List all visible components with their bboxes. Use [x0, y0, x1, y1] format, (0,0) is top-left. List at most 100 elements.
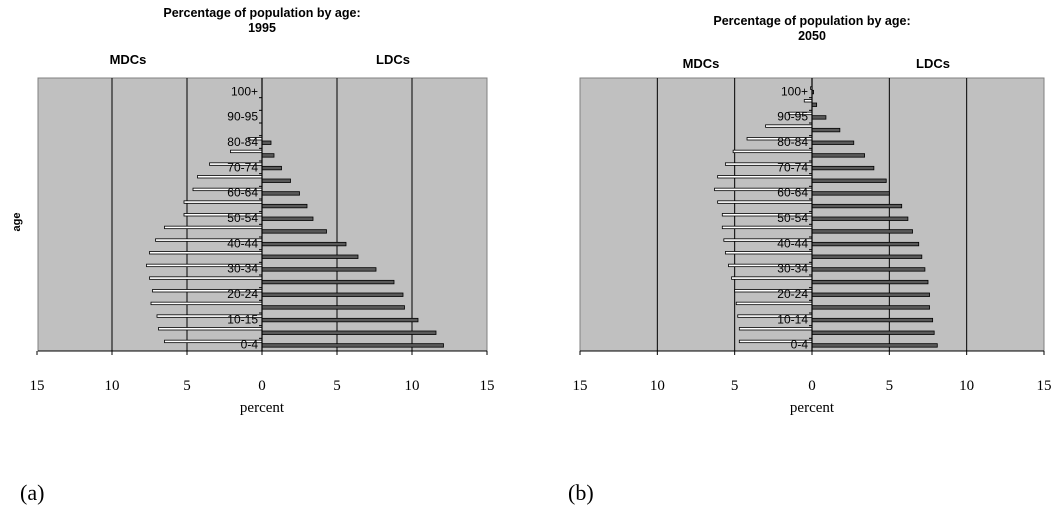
age-label: 70-74 [227, 160, 258, 174]
age-label: 10-15 [227, 312, 258, 326]
bar-mdc-15-19 [735, 301, 813, 306]
bar-mdc-5-9 [158, 327, 263, 331]
age-label: 80-84 [227, 135, 258, 149]
bar-ldc-75-79 [261, 153, 275, 158]
bar-mdc-45-49 [164, 225, 263, 230]
right-side-label: LDCs [916, 56, 950, 71]
x-tick-label: 10 [650, 378, 665, 394]
y-axis-label: age [11, 213, 23, 232]
x-tick-label: 10 [405, 378, 420, 394]
chart-subtitle: 1995 [248, 21, 276, 35]
bar-ldc-75-79 [811, 153, 865, 158]
bar-ldc-30-34 [811, 267, 926, 272]
bar-mdc-45-49 [721, 225, 813, 230]
bar-mdc-75-79 [732, 149, 813, 154]
bar-ldc-90-95 [811, 115, 827, 120]
x-tick-label: 10 [959, 378, 974, 394]
bar-ldc-60-64 [811, 191, 890, 196]
age-label: 0-4 [241, 338, 259, 352]
bar-mdc-35-39 [149, 251, 263, 255]
bar-ldc-5-9 [261, 330, 437, 335]
pyramid-chart-2: 0-4 10-14 20-24 30-34 40-44 50-54 60-64 70-74 80… [568, 14, 1052, 505]
left-side-label: MDCs [683, 56, 720, 71]
bar-ldc-65-69 [261, 178, 291, 183]
age-label: 50-54 [777, 211, 808, 225]
age-label: 30-34 [777, 262, 808, 276]
bar-ldc-0-4 [261, 343, 444, 348]
age-label: 50-54 [227, 211, 258, 225]
age-label: 80-84 [777, 135, 808, 149]
x-axis-label: percent [240, 400, 285, 416]
bar-ldc-55-59 [811, 203, 903, 209]
x-tick-label: 15 [573, 378, 588, 394]
bar-ldc-80-84 [811, 140, 855, 145]
bar-ldc-0-4 [811, 343, 938, 348]
bar-mdc-95-99 [803, 99, 813, 103]
bar-ldc-15-19 [261, 305, 405, 310]
bar-ldc-15-19 [811, 305, 930, 310]
age-label: 60-64 [777, 186, 808, 200]
x-tick-label: 5 [183, 378, 191, 394]
bar-mdc-5-9 [738, 327, 813, 331]
x-axis-label: percent [790, 400, 835, 416]
age-label: 90-95 [777, 110, 808, 124]
bar-ldc-25-29 [261, 279, 395, 285]
bar-ldc-85-89 [811, 127, 841, 133]
bar-ldc-70-74 [811, 165, 875, 171]
x-tick-label: 5 [333, 378, 341, 394]
age-label: 100+ [231, 84, 258, 98]
bar-ldc-45-49 [261, 229, 327, 234]
bar-ldc-50-54 [261, 216, 314, 221]
age-label: 30-34 [227, 262, 258, 276]
age-label: 10-14 [777, 312, 808, 326]
x-tick-label: 0 [258, 378, 266, 394]
bar-ldc-40-44 [811, 241, 920, 247]
chart-title: Percentage of population by age: [163, 6, 360, 20]
age-label: 40-44 [777, 236, 808, 250]
x-tick-label: 10 [105, 378, 120, 394]
bar-mdc-35-39 [724, 251, 813, 255]
bar-ldc-95-99 [811, 102, 818, 107]
age-label: 20-24 [227, 287, 258, 301]
bar-mdc-55-59 [717, 200, 813, 204]
bar-ldc-35-39 [811, 254, 923, 259]
bar-ldc-5-9 [811, 330, 935, 335]
bar-ldc-50-54 [811, 216, 909, 221]
x-tick-label: 5 [886, 378, 894, 394]
x-tick-label: 15 [30, 378, 45, 394]
bar-ldc-25-29 [811, 279, 929, 285]
bar-ldc-35-39 [261, 254, 359, 259]
age-label: 20-24 [777, 287, 808, 301]
bar-mdc-25-29 [149, 276, 263, 280]
bar-mdc-65-69 [717, 175, 813, 179]
bar-ldc-10-15 [261, 317, 419, 323]
bar-mdc-65-69 [197, 175, 263, 179]
bar-ldc-80-84 [261, 140, 272, 145]
bar-mdc-55-59 [183, 200, 263, 204]
bar-ldc-45-49 [811, 229, 913, 234]
bar-mdc-85-89 [765, 124, 813, 128]
x-tick-label: 15 [1037, 378, 1052, 394]
panel-caption: (a) [20, 480, 44, 505]
left-side-label: MDCs [110, 52, 147, 67]
age-label: 100+ [781, 84, 808, 98]
bar-mdc-25-29 [731, 276, 813, 280]
panel-caption: (b) [568, 480, 594, 505]
x-tick-label: 15 [480, 378, 495, 394]
bar-ldc-65-69 [811, 178, 887, 183]
x-tick-label: 5 [731, 378, 739, 394]
pyramid-chart-1: 0-4 10-15 20-24 30-34 40-44 50-54 60-64 70-74 80… [11, 6, 495, 505]
x-tick-label: 0 [808, 378, 816, 394]
right-side-label: LDCs [376, 52, 410, 67]
age-label: 40-44 [227, 236, 258, 250]
chart-subtitle: 2050 [798, 29, 826, 43]
age-label: 60-64 [227, 186, 258, 200]
chart-title: Percentage of population by age: [713, 14, 910, 28]
age-label: 90-95 [227, 110, 258, 124]
bar-ldc-40-44 [261, 241, 347, 247]
bar-ldc-60-64 [261, 191, 300, 196]
bar-mdc-15-19 [150, 301, 263, 306]
bar-ldc-30-34 [261, 267, 377, 272]
bar-ldc-70-74 [261, 165, 282, 171]
